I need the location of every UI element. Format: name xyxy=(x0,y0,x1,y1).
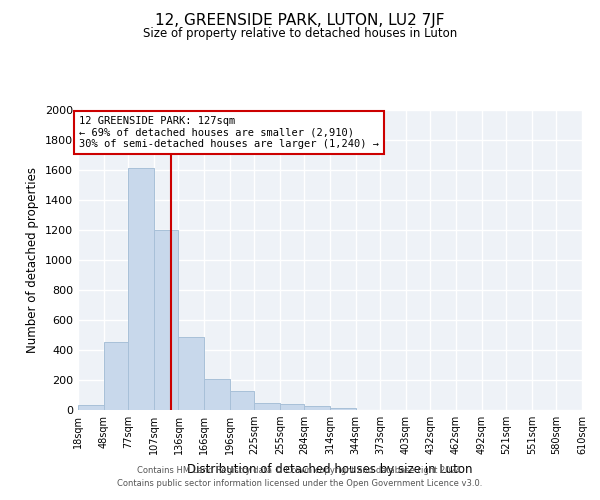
Text: Size of property relative to detached houses in Luton: Size of property relative to detached ho… xyxy=(143,28,457,40)
Bar xyxy=(230,391,254,410)
Bar xyxy=(104,342,128,410)
Bar xyxy=(178,337,204,410)
Bar xyxy=(154,230,178,410)
Y-axis label: Number of detached properties: Number of detached properties xyxy=(26,167,40,353)
X-axis label: Distribution of detached houses by size in Luton: Distribution of detached houses by size … xyxy=(187,462,473,475)
Bar xyxy=(204,378,230,410)
Bar xyxy=(304,406,330,410)
Bar xyxy=(254,402,280,410)
Text: 12, GREENSIDE PARK, LUTON, LU2 7JF: 12, GREENSIDE PARK, LUTON, LU2 7JF xyxy=(155,12,445,28)
Bar xyxy=(330,408,356,410)
Text: 12 GREENSIDE PARK: 127sqm
← 69% of detached houses are smaller (2,910)
30% of se: 12 GREENSIDE PARK: 127sqm ← 69% of detac… xyxy=(79,116,379,149)
Bar xyxy=(128,168,154,410)
Bar xyxy=(78,405,104,410)
Bar xyxy=(280,404,304,410)
Text: Contains HM Land Registry data © Crown copyright and database right 2024.
Contai: Contains HM Land Registry data © Crown c… xyxy=(118,466,482,487)
